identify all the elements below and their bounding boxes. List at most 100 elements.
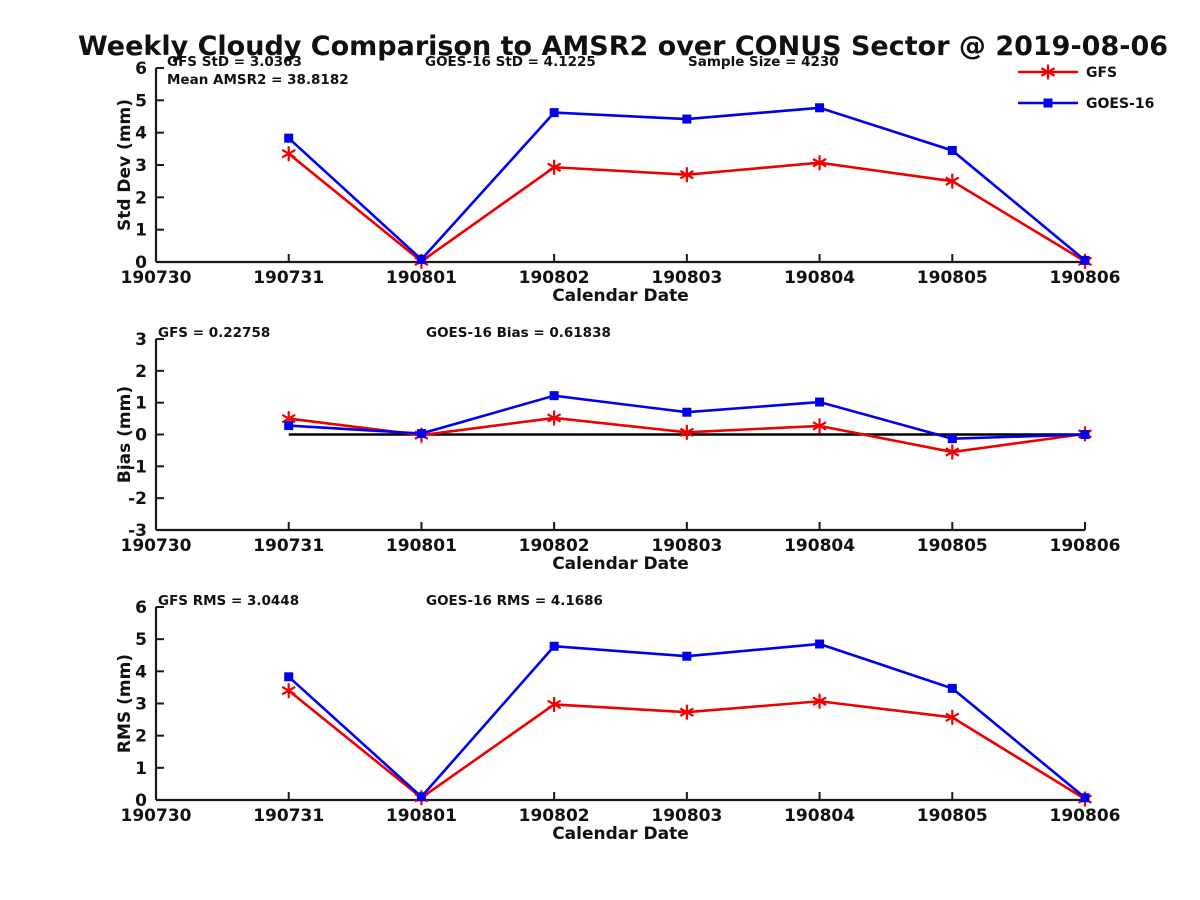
stat-annotation: GOES-16 RMS = 4.1686 [426, 593, 603, 609]
y-tick-label: -2 [128, 489, 147, 509]
marker-square-icon [682, 651, 692, 661]
marker-asterisk-icon [812, 696, 827, 706]
series-line-goes-16 [287, 642, 1086, 799]
figure-title: Weekly Cloudy Comparison to AMSR2 over C… [78, 31, 1168, 62]
legend: GFS GOES-16 [1018, 64, 1154, 112]
x-tick-label: 190803 [651, 536, 722, 556]
marker-square-icon [815, 103, 825, 113]
marker-square-icon [284, 133, 294, 143]
marker-asterisk-icon [1040, 67, 1056, 77]
marker-asterisk-icon [281, 413, 296, 424]
y-axis-label: Std Dev (mm) [115, 99, 135, 231]
marker-square-icon [1043, 98, 1053, 108]
legend-label: GOES-16 [1086, 96, 1154, 112]
y-tick-label: 1 [135, 759, 147, 779]
y-tick-label: 0 [135, 426, 147, 446]
x-tick-label: 190801 [386, 268, 457, 288]
marker-asterisk-icon [547, 162, 562, 172]
series-line-goes-16 [287, 106, 1086, 262]
x-tick-label: 190804 [784, 268, 855, 288]
stat-annotation: GFS StD = 3.0363 [167, 54, 302, 70]
legend-item-goes-16: GOES-16 [1018, 96, 1154, 112]
marker-square-icon [1080, 793, 1090, 803]
y-tick-label: 2 [135, 188, 147, 208]
marker-square-icon [947, 145, 957, 155]
marker-asterisk-icon [945, 712, 960, 723]
y-tick-label: 5 [135, 630, 147, 650]
y-tick-label: 5 [135, 91, 147, 111]
x-tick-label: 190731 [253, 536, 324, 556]
x-tick-label: 190803 [651, 806, 722, 826]
x-tick-label: 190806 [1050, 806, 1121, 826]
x-tick-label: 190805 [917, 806, 988, 826]
y-tick-label: 3 [135, 156, 147, 176]
marker-square-icon [416, 429, 426, 439]
marker-asterisk-icon [547, 699, 562, 710]
y-tick-label: 2 [135, 727, 147, 747]
x-tick-label: 190804 [784, 806, 855, 826]
x-tick-label: 190802 [519, 806, 590, 826]
x-tick-label: 190730 [121, 536, 192, 556]
x-tick-label: 190805 [917, 536, 988, 556]
marker-asterisk-icon [281, 148, 296, 159]
marker-asterisk-icon [281, 685, 296, 696]
legend-item-gfs: GFS [1018, 64, 1117, 81]
marker-square-icon [682, 407, 692, 417]
x-tick-label: 190730 [121, 268, 192, 288]
marker-square-icon [1080, 255, 1090, 265]
y-tick-label: 2 [135, 362, 147, 382]
stat-annotation: Sample Size = 4230 [688, 54, 839, 70]
x-tick-label: 190731 [253, 806, 324, 826]
marker-square-icon [416, 792, 426, 802]
y-tick-label: -1 [128, 457, 147, 477]
marker-asterisk-icon [812, 421, 827, 431]
marker-asterisk-icon [812, 158, 827, 168]
y-tick-label: 0 [135, 791, 147, 811]
x-tick-label: 190806 [1050, 536, 1121, 556]
y-axis-label: RMS (mm) [115, 654, 135, 753]
x-tick-label: 190805 [917, 268, 988, 288]
y-tick-label: 3 [135, 695, 147, 715]
y-tick-label: 0 [135, 253, 147, 273]
marker-square-icon [1080, 430, 1090, 439]
x-axis-label: Calendar Date [552, 554, 689, 574]
y-tick-label: 4 [135, 124, 147, 144]
marker-asterisk-icon [945, 176, 960, 186]
y-tick-label: 1 [135, 221, 147, 241]
x-tick-label: 190801 [386, 806, 457, 826]
marker-asterisk-icon [945, 447, 960, 457]
subplots-group: 0 1 2 3 4 5 6 190730 190731 190801 190802 190803 190… [115, 54, 1120, 844]
x-tick-label: 190804 [784, 536, 855, 556]
marker-square-icon [549, 391, 559, 401]
marker-square-icon [549, 641, 559, 651]
x-axis-label: Calendar Date [552, 824, 689, 844]
marker-square-icon [947, 683, 957, 693]
marker-square-icon [947, 434, 957, 444]
marker-square-icon [682, 114, 692, 124]
y-tick-label: 6 [135, 598, 147, 618]
x-tick-label: 190801 [386, 536, 457, 556]
x-tick-label: 190806 [1050, 268, 1121, 288]
stat-annotation: GOES-16 StD = 4.1225 [425, 54, 596, 70]
marker-asterisk-icon [679, 169, 694, 180]
stat-annotation: Mean AMSR2 = 38.8182 [167, 72, 349, 88]
x-tick-label: 190731 [253, 268, 324, 288]
y-tick-label: 6 [135, 59, 147, 79]
stat-annotation: GOES-16 Bias = 0.61838 [426, 325, 611, 341]
marker-square-icon [815, 397, 825, 407]
subplot-std-dev: 0 1 2 3 4 5 6 190730 190731 190801 190802 190803 190… [115, 54, 1120, 306]
marker-square-icon [284, 421, 294, 431]
x-axis-label: Calendar Date [552, 286, 689, 306]
stat-annotation: GFS RMS = 3.0448 [158, 593, 299, 609]
x-tick-label: 190802 [519, 536, 590, 556]
x-tick-label: 190803 [651, 268, 722, 288]
y-tick-label: 3 [135, 330, 147, 350]
x-tick-label: 190730 [121, 806, 192, 826]
stat-annotation: GFS = 0.22758 [158, 325, 270, 341]
marker-square-icon [815, 639, 825, 649]
x-tick-label: 190802 [519, 268, 590, 288]
legend-label: GFS [1086, 65, 1117, 81]
